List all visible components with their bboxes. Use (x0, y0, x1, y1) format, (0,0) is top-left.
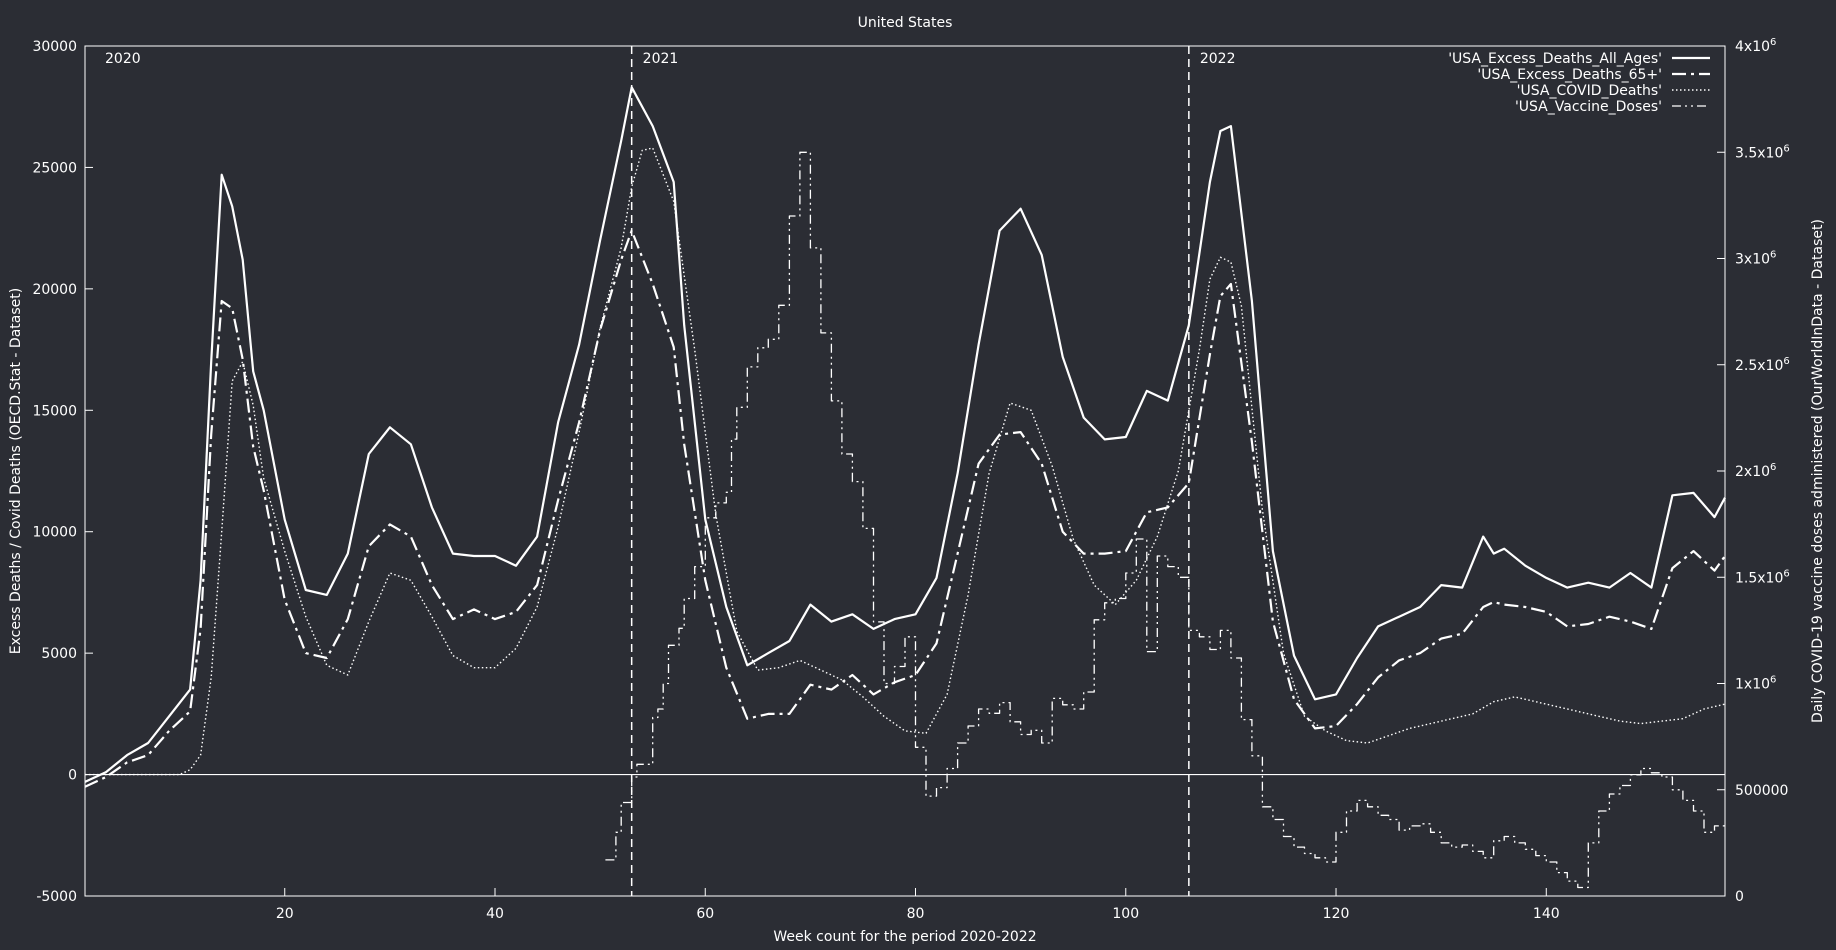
marks-layer (84, 46, 1726, 896)
y-tick-label: 25000 (32, 160, 77, 176)
y2-tick-label: 0 (1735, 889, 1744, 905)
chart-title: United States (858, 15, 953, 31)
y2-tick-label: 500000 (1735, 783, 1788, 799)
y2-tick-label: 3x106 (1735, 250, 1776, 268)
y-tick-label: -5000 (36, 889, 77, 905)
legend: 'USA_Excess_Deaths_All_Ages''USA_Excess_… (1448, 51, 1710, 115)
legend-label: 'USA_Vaccine_Doses' (1515, 99, 1662, 115)
y-tick-label: 5000 (41, 646, 77, 662)
y2-tick-label: 4x106 (1735, 37, 1776, 55)
series-line-2 (85, 147, 1726, 776)
y-tick-label: 0 (68, 768, 77, 784)
series-line-3 (605, 151, 1726, 889)
y-axis-label: Excess Deaths / Covid Deaths (OECD.Stat … (8, 288, 24, 654)
axes-layer: -5000 0 5000 10000 15000 20000 25000 30000 0 5000… (32, 37, 1789, 922)
x-tick-label: 120 (1323, 906, 1350, 922)
x-axis-label: Week count for the period 2020-2022 (773, 929, 1036, 945)
series-line-1 (84, 229, 1726, 788)
y2-axis-label: Daily COVID-19 vaccine doses administere… (1810, 219, 1826, 723)
legend-label: 'USA_Excess_Deaths_65+' (1477, 67, 1662, 83)
y2-tick-label: 2.5x106 (1735, 356, 1790, 374)
y-tick-label: 10000 (32, 525, 77, 541)
x-tick-label: 140 (1533, 906, 1560, 922)
x-tick-label: 100 (1112, 906, 1139, 922)
y2-tick-label: 1x106 (1735, 675, 1776, 693)
year-label: 2022 (1200, 51, 1236, 67)
year-label: 2020 (105, 51, 141, 67)
x-tick-label: 40 (486, 906, 504, 922)
y-tick-label: 15000 (32, 403, 77, 419)
y-tick-label: 20000 (32, 282, 77, 298)
x-tick-label: 80 (907, 906, 925, 922)
legend-label: 'USA_Excess_Deaths_All_Ages' (1448, 51, 1662, 67)
x-tick-label: 60 (696, 906, 714, 922)
y2-tick-label: 2x106 (1735, 462, 1776, 480)
y-tick-label: 30000 (32, 39, 77, 55)
legend-label: 'USA_COVID_Deaths' (1517, 83, 1662, 99)
y2-tick-label: 3.5x106 (1735, 143, 1790, 161)
x-tick-label: 20 (276, 906, 294, 922)
year-label: 2021 (643, 51, 679, 67)
y2-tick-label: 1.5x106 (1735, 568, 1790, 586)
